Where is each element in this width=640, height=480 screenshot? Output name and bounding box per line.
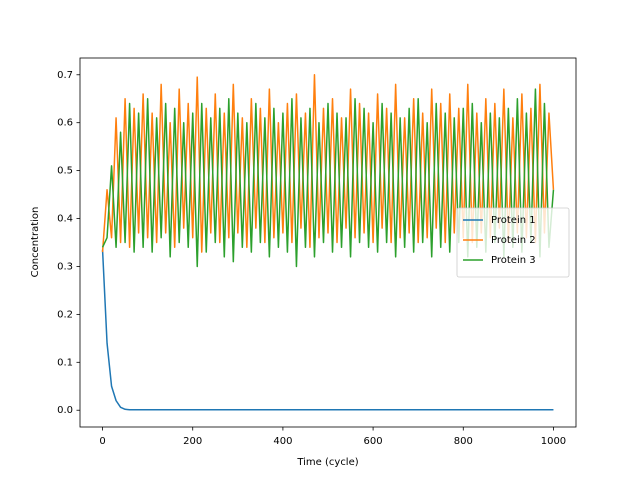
x-tick-label: 600: [364, 436, 383, 447]
x-tick-label: 400: [273, 436, 292, 447]
y-axis-label: Concentration: [30, 207, 41, 278]
data-line: [101, 74, 555, 253]
x-tick-label: 0: [99, 436, 105, 447]
legend-label: Protein 3: [491, 255, 536, 266]
x-tick-label: 1000: [541, 436, 566, 447]
y-tick-label: 0.0: [57, 405, 73, 416]
y-tick-label: 0.1: [57, 357, 73, 368]
legend-label: Protein 1: [491, 215, 536, 226]
data-line: [101, 249, 554, 411]
y-tick-label: 0.3: [57, 261, 73, 272]
y-tick-label: 0.6: [57, 118, 73, 129]
y-tick-label: 0.4: [57, 214, 73, 225]
data-line: [101, 88, 555, 268]
x-tick-label: 200: [183, 436, 202, 447]
y-tick-label: 0.7: [57, 70, 73, 81]
x-axis-label: Time (cycle): [296, 457, 358, 468]
y-tick-label: 0.2: [57, 309, 73, 320]
legend-box: [456, 207, 570, 278]
y-tick-label: 0.5: [57, 166, 73, 177]
axes-frame: [79, 57, 577, 428]
x-tick-label: 800: [454, 436, 473, 447]
legend-label: Protein 2: [491, 235, 536, 246]
